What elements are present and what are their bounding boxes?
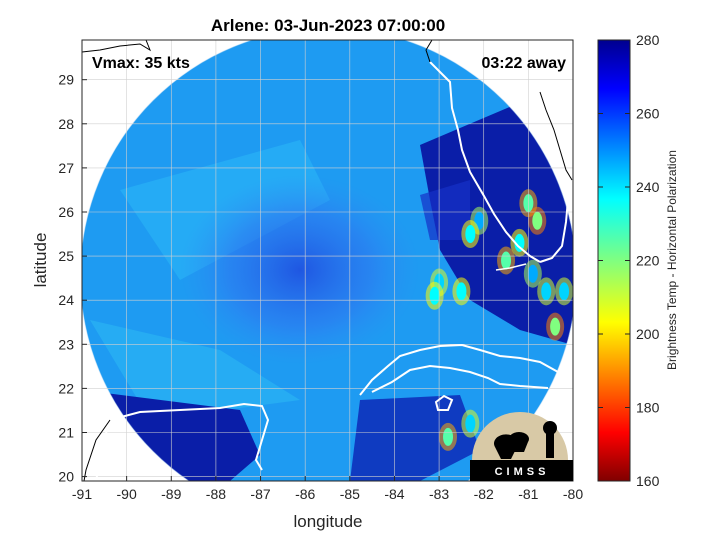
grid <box>82 40 573 481</box>
logo-tower <box>546 432 554 458</box>
logo-banner <box>470 460 573 481</box>
storm-core <box>180 175 420 365</box>
colorbar-tick-label: 180 <box>636 400 660 416</box>
x-tick-label: -88 <box>206 486 226 502</box>
cimss-logo: CIMSS <box>470 412 573 481</box>
coast-florida-keys <box>495 263 527 271</box>
coast-bigbend <box>425 40 433 63</box>
coast-cuba-south <box>371 364 549 393</box>
hot-spot <box>527 264 538 283</box>
x-tick-label: -87 <box>250 486 270 502</box>
colorbar-tick-label: 240 <box>636 179 660 195</box>
x-tick-label: -90 <box>117 486 137 502</box>
coastlines <box>95 61 573 481</box>
colorbar-label: Brightness Temp - Horizontal Polarizatio… <box>665 150 679 370</box>
colorbar-tick-label: 200 <box>636 326 660 342</box>
y-tick-label: 25 <box>58 248 74 264</box>
y-tick-label: 28 <box>58 116 74 132</box>
hot-spot <box>465 225 476 244</box>
hot-spot <box>456 282 467 301</box>
x-tick-label: -82 <box>474 486 494 502</box>
coast-mexico <box>83 419 111 481</box>
logo-text: CIMSS <box>495 466 550 478</box>
coast-louisiana <box>82 40 152 53</box>
x-tick-label: -86 <box>295 486 315 502</box>
hot-spot <box>465 414 476 433</box>
coast-yucatan <box>109 402 270 471</box>
y-tick-label: 20 <box>58 469 74 485</box>
time-away-annotation: 03:22 away <box>481 55 566 72</box>
logo-tower-top <box>543 421 557 435</box>
y-tick-label: 29 <box>58 72 74 88</box>
hot-spot <box>532 211 543 230</box>
hot-spot <box>443 427 454 446</box>
swath-band-light-south <box>90 320 300 420</box>
warm-region-transition <box>420 180 470 240</box>
hot-spot <box>429 286 440 305</box>
axes-box <box>81 39 574 482</box>
coast-cuba-north <box>359 343 571 396</box>
colorbar-tick-label: 160 <box>636 473 660 489</box>
x-tick-label: -83 <box>429 486 449 502</box>
hot-spot <box>541 282 552 301</box>
chart-title: Arlene: 03-Jun-2023 07:00:00 <box>211 16 445 35</box>
hot-spot <box>550 317 561 336</box>
colorbar-tick-label: 280 <box>636 32 660 48</box>
colorbar <box>597 39 631 482</box>
logo-dish-2 <box>509 431 529 452</box>
coast-florida-east <box>539 179 573 263</box>
coast-florida-west <box>429 61 541 263</box>
colorbar-tick-label: 220 <box>636 253 660 269</box>
coastlines-outside <box>82 40 573 481</box>
x-tick-label: -91 <box>72 486 92 502</box>
coast-florida-atlantic <box>539 91 573 181</box>
y-tick-label: 21 <box>58 424 74 440</box>
colorbar-tick-label: 260 <box>636 106 660 122</box>
warm-region-south <box>350 395 480 481</box>
x-tick-label: -89 <box>161 486 181 502</box>
x-tick-label: -84 <box>384 486 404 502</box>
colorbar-ticks: 280 260 240 220 200 180 160 <box>598 32 660 489</box>
y-tick-label: 24 <box>58 292 74 308</box>
y-axis: 20 21 22 23 24 25 26 27 28 29 <box>58 72 87 485</box>
y-tick-label: 22 <box>58 380 74 396</box>
y-tick-label: 26 <box>58 204 74 220</box>
y-tick-label: 23 <box>58 336 74 352</box>
vmax-annotation: Vmax: 35 kts <box>92 55 190 72</box>
x-tick-label: -81 <box>518 486 538 502</box>
coast-isle-of-youth <box>434 394 454 411</box>
x-axis-label: longitude <box>293 512 362 531</box>
y-tick-label: 27 <box>58 160 74 176</box>
x-tick-label: -80 <box>563 486 583 502</box>
hot-spot <box>514 233 525 252</box>
hot-spot <box>501 251 512 270</box>
hot-spot <box>559 282 570 301</box>
y-axis-label: latitude <box>31 233 50 288</box>
x-tick-label: -85 <box>340 486 360 502</box>
x-axis: -91 -90 -89 -88 -87 -86 -85 -84 -83 -82 -81 -80 <box>72 476 583 502</box>
coast-yucatan-west <box>95 419 111 481</box>
